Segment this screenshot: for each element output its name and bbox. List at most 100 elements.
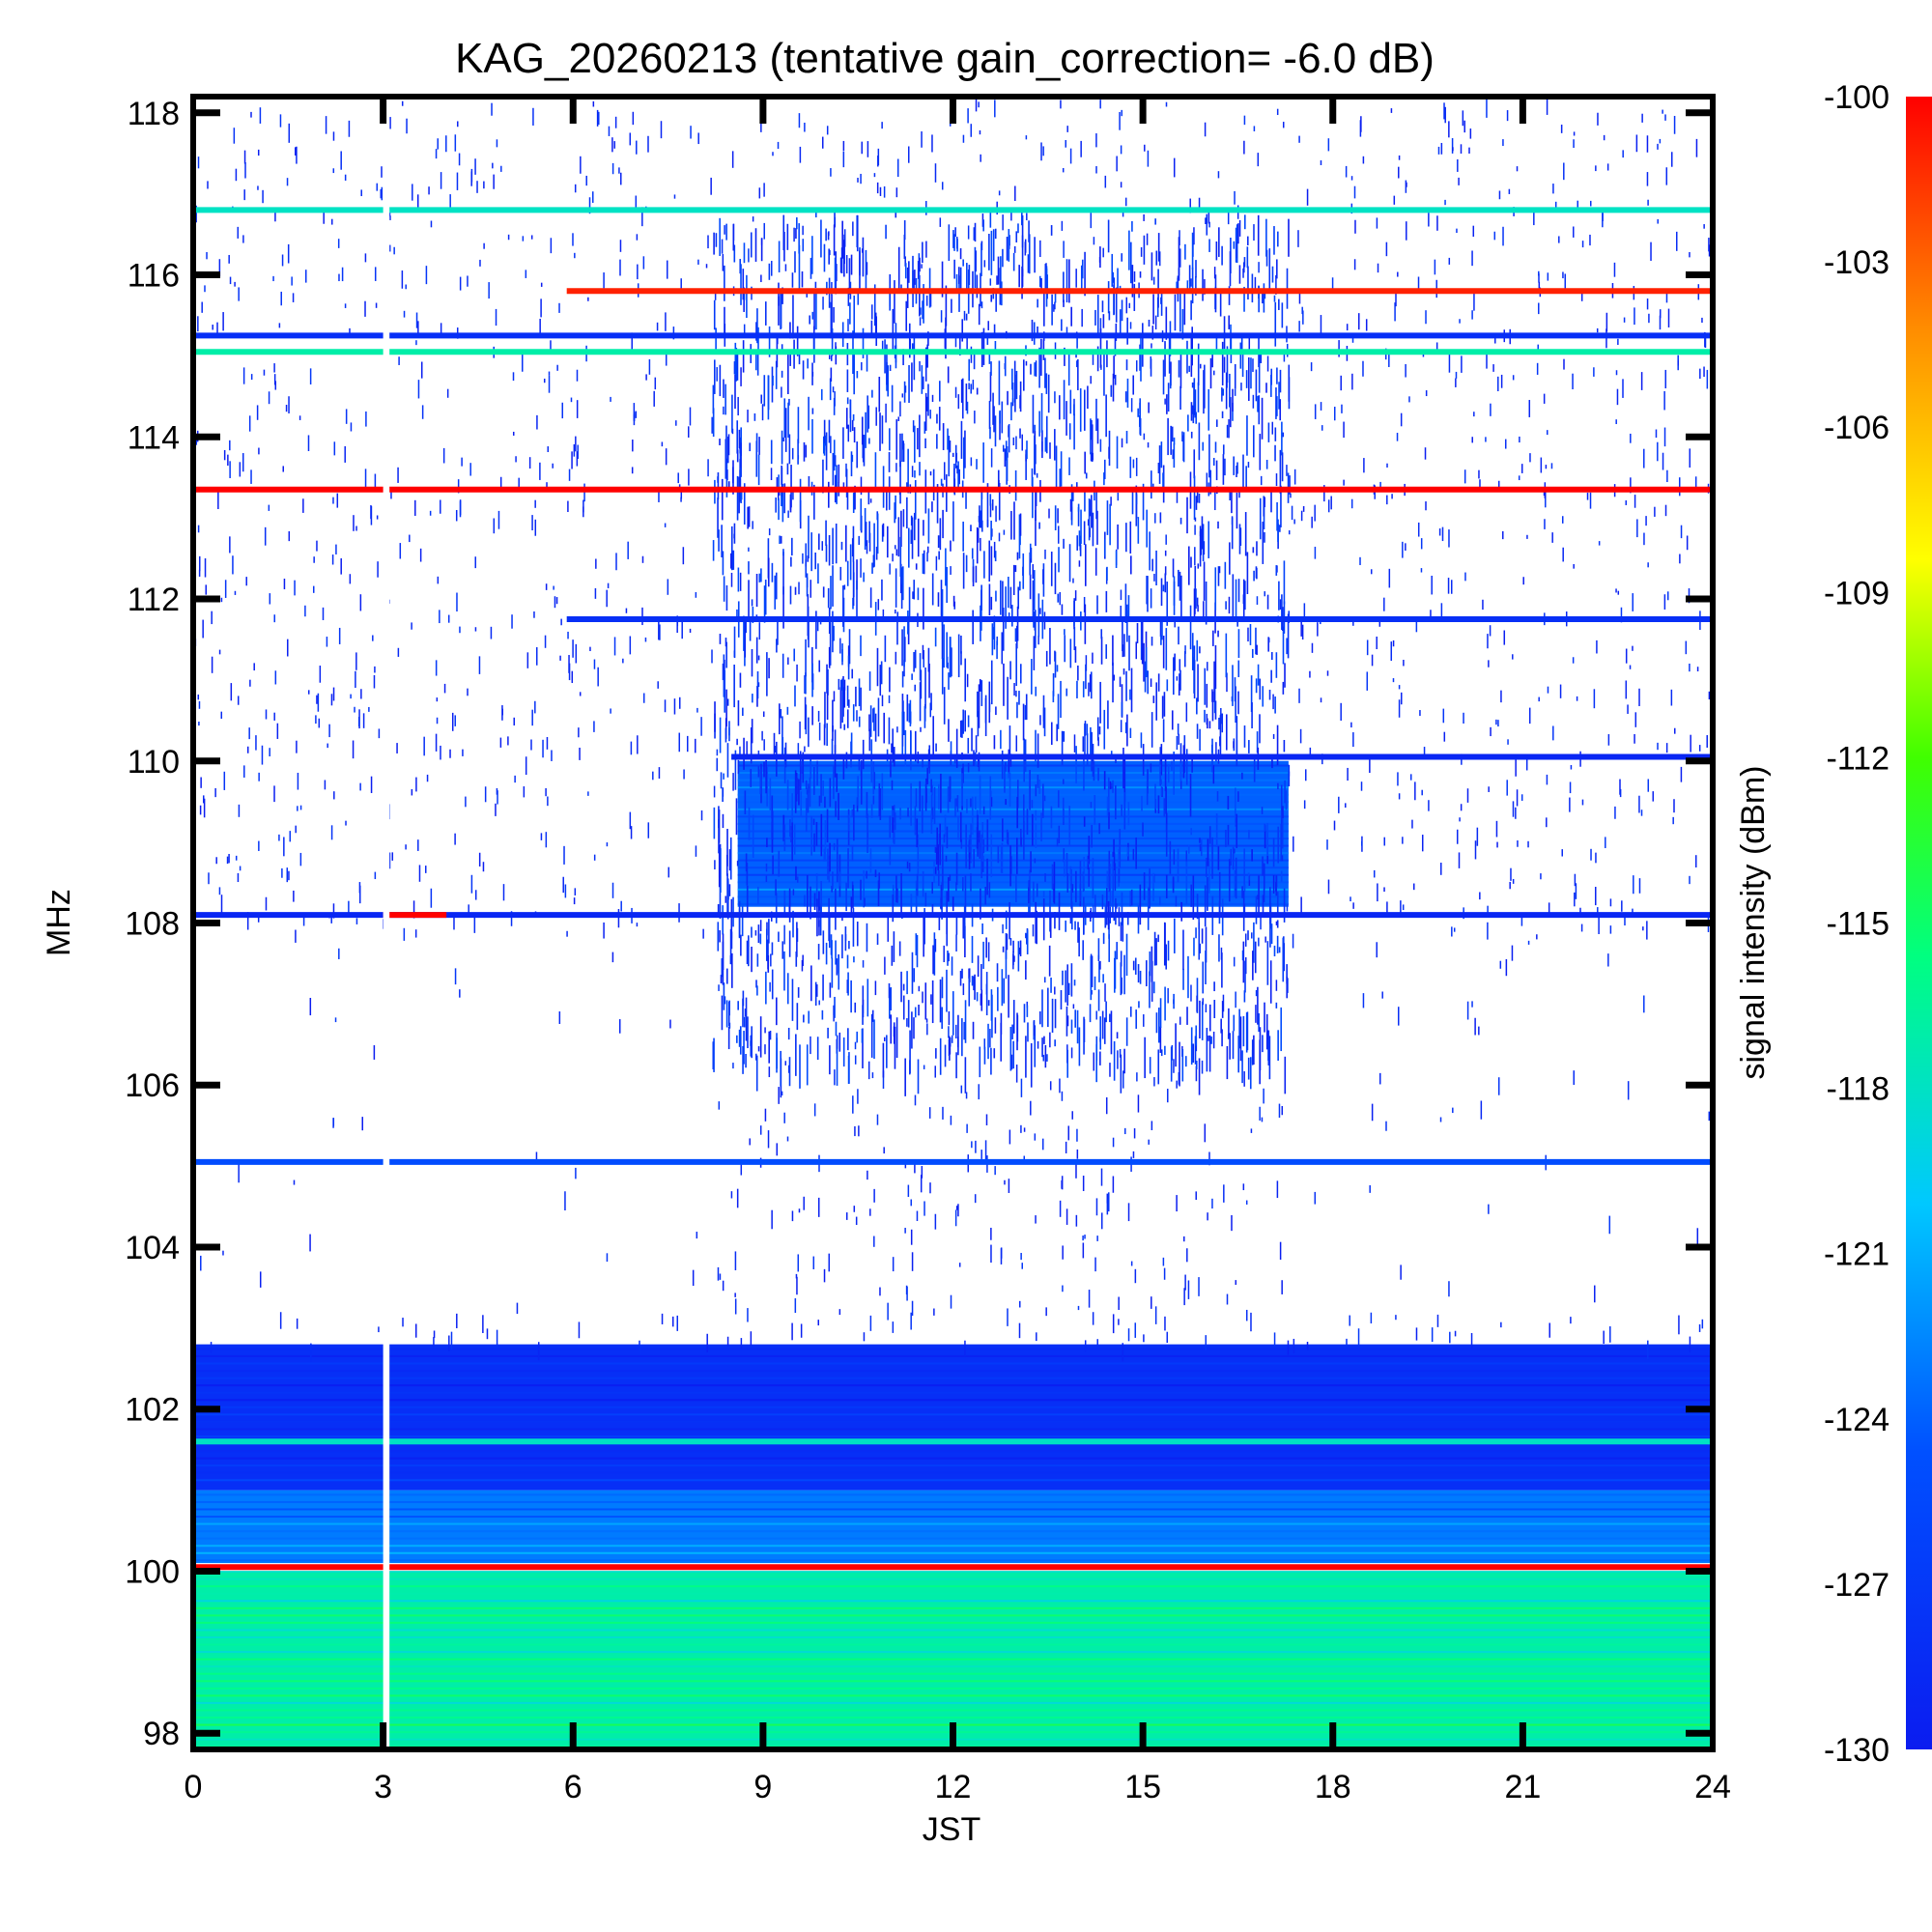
noise-speck [1179, 780, 1182, 789]
activity-streak [1125, 359, 1128, 371]
activity-streak [862, 327, 865, 358]
activity-streak [886, 344, 888, 385]
activity-streak [1054, 651, 1057, 678]
x-tick-label: 0 [185, 1769, 203, 1805]
noise-speck [1069, 148, 1072, 164]
activity-streak [1065, 401, 1067, 436]
activity-streak [998, 482, 1001, 521]
activity-streak [995, 706, 997, 716]
noise-speck [546, 482, 548, 490]
noise-speck [1680, 766, 1683, 782]
activity-streak [827, 1027, 829, 1038]
band-stripe [193, 1493, 1713, 1496]
noise-speck [1543, 491, 1546, 497]
activity-streak [805, 559, 808, 567]
noise-speck [665, 448, 668, 466]
noise-speck [579, 747, 581, 760]
noise-speck [669, 1019, 671, 1029]
noise-speck [933, 1308, 935, 1316]
noise-speck [370, 504, 372, 520]
noise-speck [451, 712, 454, 731]
noise-speck [1179, 1016, 1181, 1025]
noise-speck [1053, 303, 1055, 312]
activity-streak [1165, 874, 1168, 898]
activity-streak [927, 331, 929, 346]
activity-streak [1049, 890, 1051, 932]
noise-speck [1128, 302, 1131, 309]
noise-speck [619, 259, 621, 276]
activity-streak [1040, 393, 1043, 433]
activity-streak [949, 776, 952, 799]
activity-streak [879, 665, 882, 696]
activity-streak [919, 274, 921, 317]
activity-streak [873, 707, 875, 731]
activity-streak [939, 823, 942, 866]
activity-streak [1225, 714, 1228, 751]
activity-streak [920, 669, 923, 699]
noise-speck [1320, 697, 1322, 703]
activity-streak [810, 757, 811, 779]
noise-speck [892, 554, 894, 562]
activity-streak [1275, 387, 1277, 419]
noise-speck [856, 710, 858, 722]
activity-streak [1214, 441, 1217, 453]
noise-speck [1390, 641, 1393, 662]
activity-streak [1119, 829, 1122, 868]
activity-streak [1129, 521, 1132, 554]
activity-streak [1270, 669, 1272, 683]
noise-speck [1383, 597, 1385, 611]
noise-speck [1659, 309, 1662, 319]
noise-speck [975, 1140, 977, 1153]
activity-streak [1062, 970, 1064, 985]
noise-speck [388, 244, 391, 252]
activity-streak [849, 544, 852, 581]
noise-speck [1443, 102, 1445, 120]
activity-streak [1056, 665, 1059, 672]
activity-streak [834, 211, 836, 228]
noise-speck [854, 1041, 857, 1050]
noise-speck [531, 515, 533, 531]
noise-speck [1227, 1034, 1230, 1039]
activity-streak [930, 813, 933, 834]
activity-streak [1019, 940, 1022, 956]
noise-speck [881, 122, 883, 129]
noise-speck [1124, 1127, 1126, 1135]
noise-speck [1143, 1334, 1145, 1343]
activity-streak [1026, 1005, 1029, 1017]
activity-streak [868, 671, 871, 692]
activity-streak [1265, 218, 1267, 257]
activity-streak [1259, 497, 1262, 540]
noise-speck [1453, 927, 1456, 932]
activity-streak [1035, 490, 1037, 521]
activity-streak [1025, 960, 1027, 980]
noise-speck [664, 699, 667, 713]
activity-streak [853, 804, 855, 841]
noise-speck [977, 757, 980, 768]
activity-streak [987, 1000, 990, 1007]
activity-streak [814, 981, 817, 1006]
activity-streak [852, 493, 855, 514]
activity-streak [890, 1014, 893, 1044]
noise-speck [375, 302, 378, 308]
activity-streak [1063, 380, 1065, 420]
activity-streak [1250, 357, 1252, 389]
noise-speck [955, 934, 957, 952]
noise-speck [1252, 358, 1254, 373]
noise-speck [1151, 343, 1152, 349]
activity-streak [870, 320, 873, 338]
noise-speck [215, 857, 217, 865]
noise-speck [979, 129, 981, 135]
noise-speck [1673, 799, 1675, 813]
activity-streak [736, 738, 738, 746]
activity-streak [968, 977, 971, 1007]
activity-streak [796, 778, 799, 795]
noise-speck [257, 916, 260, 923]
activity-streak [1241, 354, 1244, 378]
activity-streak [1270, 923, 1273, 945]
noise-speck [457, 479, 460, 494]
noise-speck [593, 721, 595, 732]
activity-streak [786, 223, 789, 250]
activity-streak [1055, 445, 1058, 491]
activity-streak [990, 520, 992, 541]
noise-speck [248, 415, 251, 432]
